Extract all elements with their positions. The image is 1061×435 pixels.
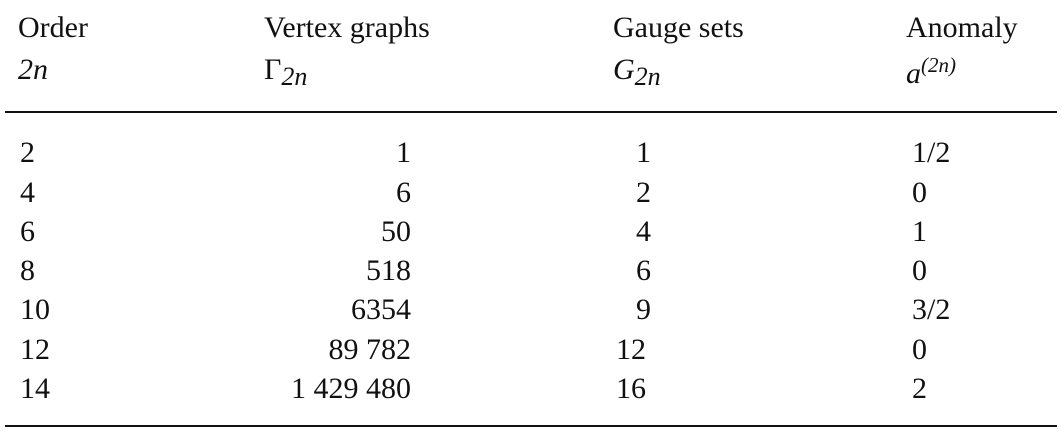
cell-vertex-row-1: 1 xyxy=(396,136,411,169)
cell-gauge-row-6: 12 xyxy=(616,333,646,366)
cell-gauge-row-4: 6 xyxy=(636,254,651,287)
cell-gauge-row-1: 1 xyxy=(636,136,651,169)
cell-anomaly-row-2: 0 xyxy=(912,176,927,209)
cell-order-row-1: 2 xyxy=(20,136,35,169)
footer-rule xyxy=(5,425,1057,427)
header-rule xyxy=(5,111,1057,113)
cell-vertex-row-7: 1 429 480 xyxy=(291,372,411,405)
cell-order-row-5: 10 xyxy=(20,293,50,326)
header-vertex-graphs: Vertex graphs Γ2n xyxy=(264,13,430,90)
header-gauge-line2: G2n xyxy=(613,55,744,90)
cell-gauge-row-3: 4 xyxy=(636,215,651,248)
cell-order-row-2: 4 xyxy=(20,176,35,209)
cell-anomaly-row-5: 3/2 xyxy=(912,293,951,326)
header-anomaly-line2: a(2n) xyxy=(906,55,1018,89)
header-gauge-line1: Gauge sets xyxy=(613,11,744,44)
header-vertex-line1: Vertex graphs xyxy=(264,11,430,44)
cell-anomaly-row-1: 1/2 xyxy=(912,136,951,169)
header-vertex-line2: Γ2n xyxy=(264,55,430,90)
cell-vertex-row-6: 89 782 xyxy=(328,333,412,366)
cell-gauge-row-2: 2 xyxy=(636,176,651,209)
cell-gauge-row-7: 16 xyxy=(616,372,646,405)
header-gauge-symbol: G xyxy=(613,53,635,86)
cell-anomaly-row-3: 1 xyxy=(912,215,927,248)
cell-vertex-row-3: 50 xyxy=(381,215,411,248)
cell-order-row-7: 14 xyxy=(20,372,50,405)
header-anomaly-superscript: (2n) xyxy=(921,53,956,77)
cell-gauge-row-5: 9 xyxy=(636,293,651,326)
header-anomaly: Anomaly a(2n) xyxy=(906,13,1018,89)
cell-vertex-row-4: 518 xyxy=(366,254,411,287)
header-gauge-sets: Gauge sets G2n xyxy=(613,13,744,90)
header-gauge-subscript: 2n xyxy=(634,62,661,91)
cell-order-row-3: 6 xyxy=(20,215,35,248)
cell-anomaly-row-4: 0 xyxy=(912,254,927,287)
cell-vertex-row-2: 6 xyxy=(396,176,411,209)
header-anomaly-symbol: a xyxy=(906,57,921,90)
header-order-line1: Order xyxy=(18,11,88,44)
header-anomaly-line1: Anomaly xyxy=(906,11,1018,44)
cell-vertex-row-5: 6354 xyxy=(351,293,411,326)
header-order-line2: 2n xyxy=(18,53,48,86)
cell-order-row-4: 8 xyxy=(20,254,35,287)
header-order: Order 2n xyxy=(18,13,88,85)
header-vertex-subscript: 2n xyxy=(281,62,308,91)
cell-anomaly-row-6: 0 xyxy=(912,333,927,366)
header-vertex-symbol: Γ xyxy=(264,53,282,86)
cell-anomaly-row-7: 2 xyxy=(912,372,927,405)
cell-order-row-6: 12 xyxy=(20,333,50,366)
